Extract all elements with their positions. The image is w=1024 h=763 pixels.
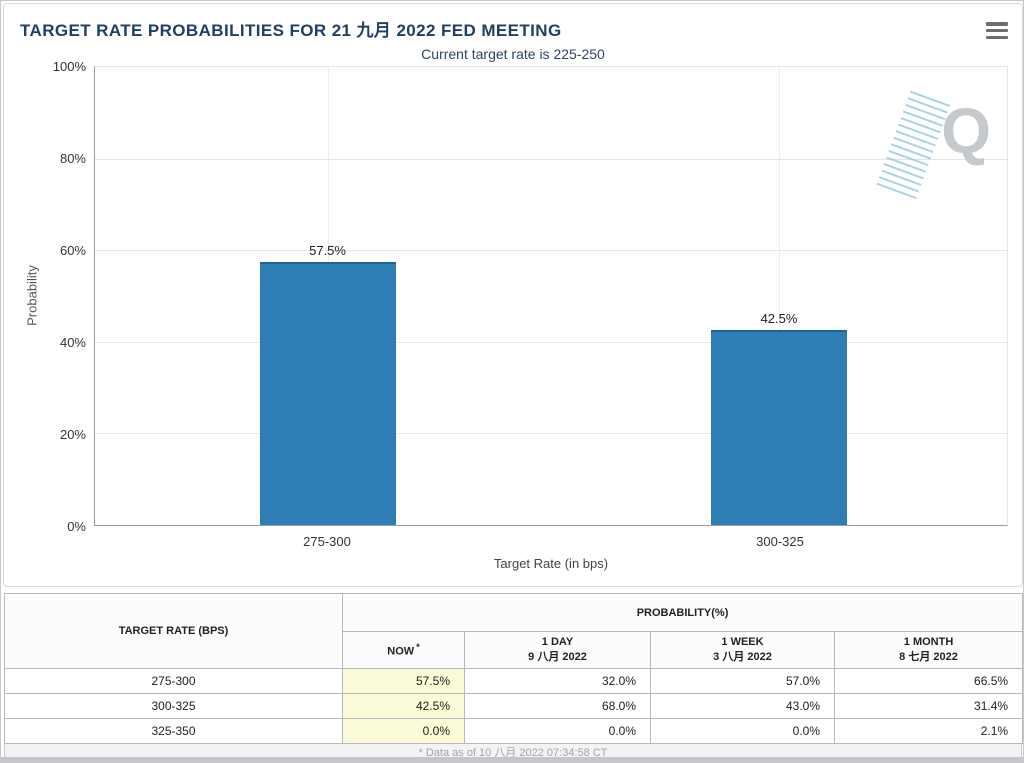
plot-area: Q 57.5% 42.5% [94, 66, 1008, 526]
bar-group-275-300: 57.5% [259, 67, 396, 525]
table-row-275-300: 275-300 57.5% 32.0% 57.0% 66.5% [4, 668, 1023, 694]
quikstrike-watermark-logo: Q [876, 85, 997, 200]
x-tick-300-325: 300-325 [756, 534, 804, 549]
cell-1-day: 32.0% [464, 668, 651, 694]
y-tick-100: 100% [52, 59, 86, 74]
cell-1-day: 68.0% [464, 693, 651, 719]
y-axis-title: Probability [24, 265, 40, 326]
cell-1-month: 66.5% [833, 668, 1023, 694]
bottom-border-strip [1, 757, 1023, 762]
watermark-q-letter: Q [941, 95, 991, 167]
bar-value-label: 57.5% [309, 242, 346, 258]
bar-chart: Probability 100% 80% 60% 40% 20% 0% Q 57… [4, 59, 1023, 586]
y-tick-20: 20% [59, 427, 86, 442]
col-header-1-week: 1 WEEK 3 八月 2022 [650, 631, 835, 669]
probability-table: TARGET RATE (BPS) PROBABILITY(%) NOW * 1 … [4, 593, 1023, 744]
y-tick-40: 40% [59, 335, 86, 350]
cell-1-week: 0.0% [650, 718, 835, 744]
col-header-1-month: 1 MONTH 8 七月 2022 [833, 631, 1023, 669]
cell-1-week: 43.0% [650, 693, 835, 719]
y-tick-60: 60% [59, 243, 86, 258]
bar-group-300-325: 42.5% [711, 67, 847, 525]
cell-1-day: 0.0% [464, 718, 651, 744]
cell-now: 42.5% [342, 693, 465, 719]
cell-now: 0.0% [342, 718, 465, 744]
table-row-300-325: 300-325 42.5% 68.0% 43.0% 31.4% [4, 693, 1023, 719]
col-group-header-probability: PROBABILITY(%) [341, 593, 1023, 632]
cell-now: 57.5% [342, 668, 465, 694]
gridline-40 [95, 341, 1007, 343]
y-tick-0: 0% [67, 519, 86, 534]
col-header-target-rate: TARGET RATE (BPS) [4, 593, 343, 669]
x-axis-title: Target Rate (in bps) [493, 556, 609, 571]
table-row-325-350: 325-350 0.0% 0.0% 0.0% 2.1% [4, 718, 1023, 744]
bar-275-300[interactable] [259, 261, 396, 525]
col-header-now: NOW * [342, 631, 465, 669]
gridline-80 [95, 158, 1007, 160]
cell-target-rate: 275-300 [4, 668, 343, 694]
gridline-60 [95, 250, 1007, 252]
probability-table-section: TARGET RATE (BPS) PROBABILITY(%) NOW * 1 … [4, 593, 1023, 762]
chart-subtitle: Current target rate is 225-250 [421, 46, 605, 62]
y-tick-80: 80% [59, 151, 86, 166]
hamburger-menu-icon[interactable] [986, 22, 1008, 39]
vgridline-cat2 [779, 67, 780, 525]
bar-300-325[interactable] [711, 330, 847, 525]
chart-header: TARGET RATE PROBABILITIES FOR 21 九月 2022… [4, 4, 1022, 42]
cell-target-rate: 325-350 [4, 718, 343, 744]
cell-1-month: 2.1% [833, 718, 1023, 744]
x-tick-275-300: 275-300 [303, 534, 351, 549]
cell-1-month: 31.4% [833, 693, 1023, 719]
gridline-20 [95, 433, 1007, 435]
probability-chart-card: TARGET RATE PROBABILITIES FOR 21 九月 2022… [3, 3, 1023, 587]
cell-1-week: 57.0% [650, 668, 835, 694]
chart-title: TARGET RATE PROBABILITIES FOR 21 九月 2022… [20, 21, 562, 40]
cell-target-rate: 300-325 [4, 693, 343, 719]
col-header-1-day: 1 DAY 9 八月 2022 [464, 631, 651, 669]
bar-value-label: 42.5% [760, 311, 798, 327]
